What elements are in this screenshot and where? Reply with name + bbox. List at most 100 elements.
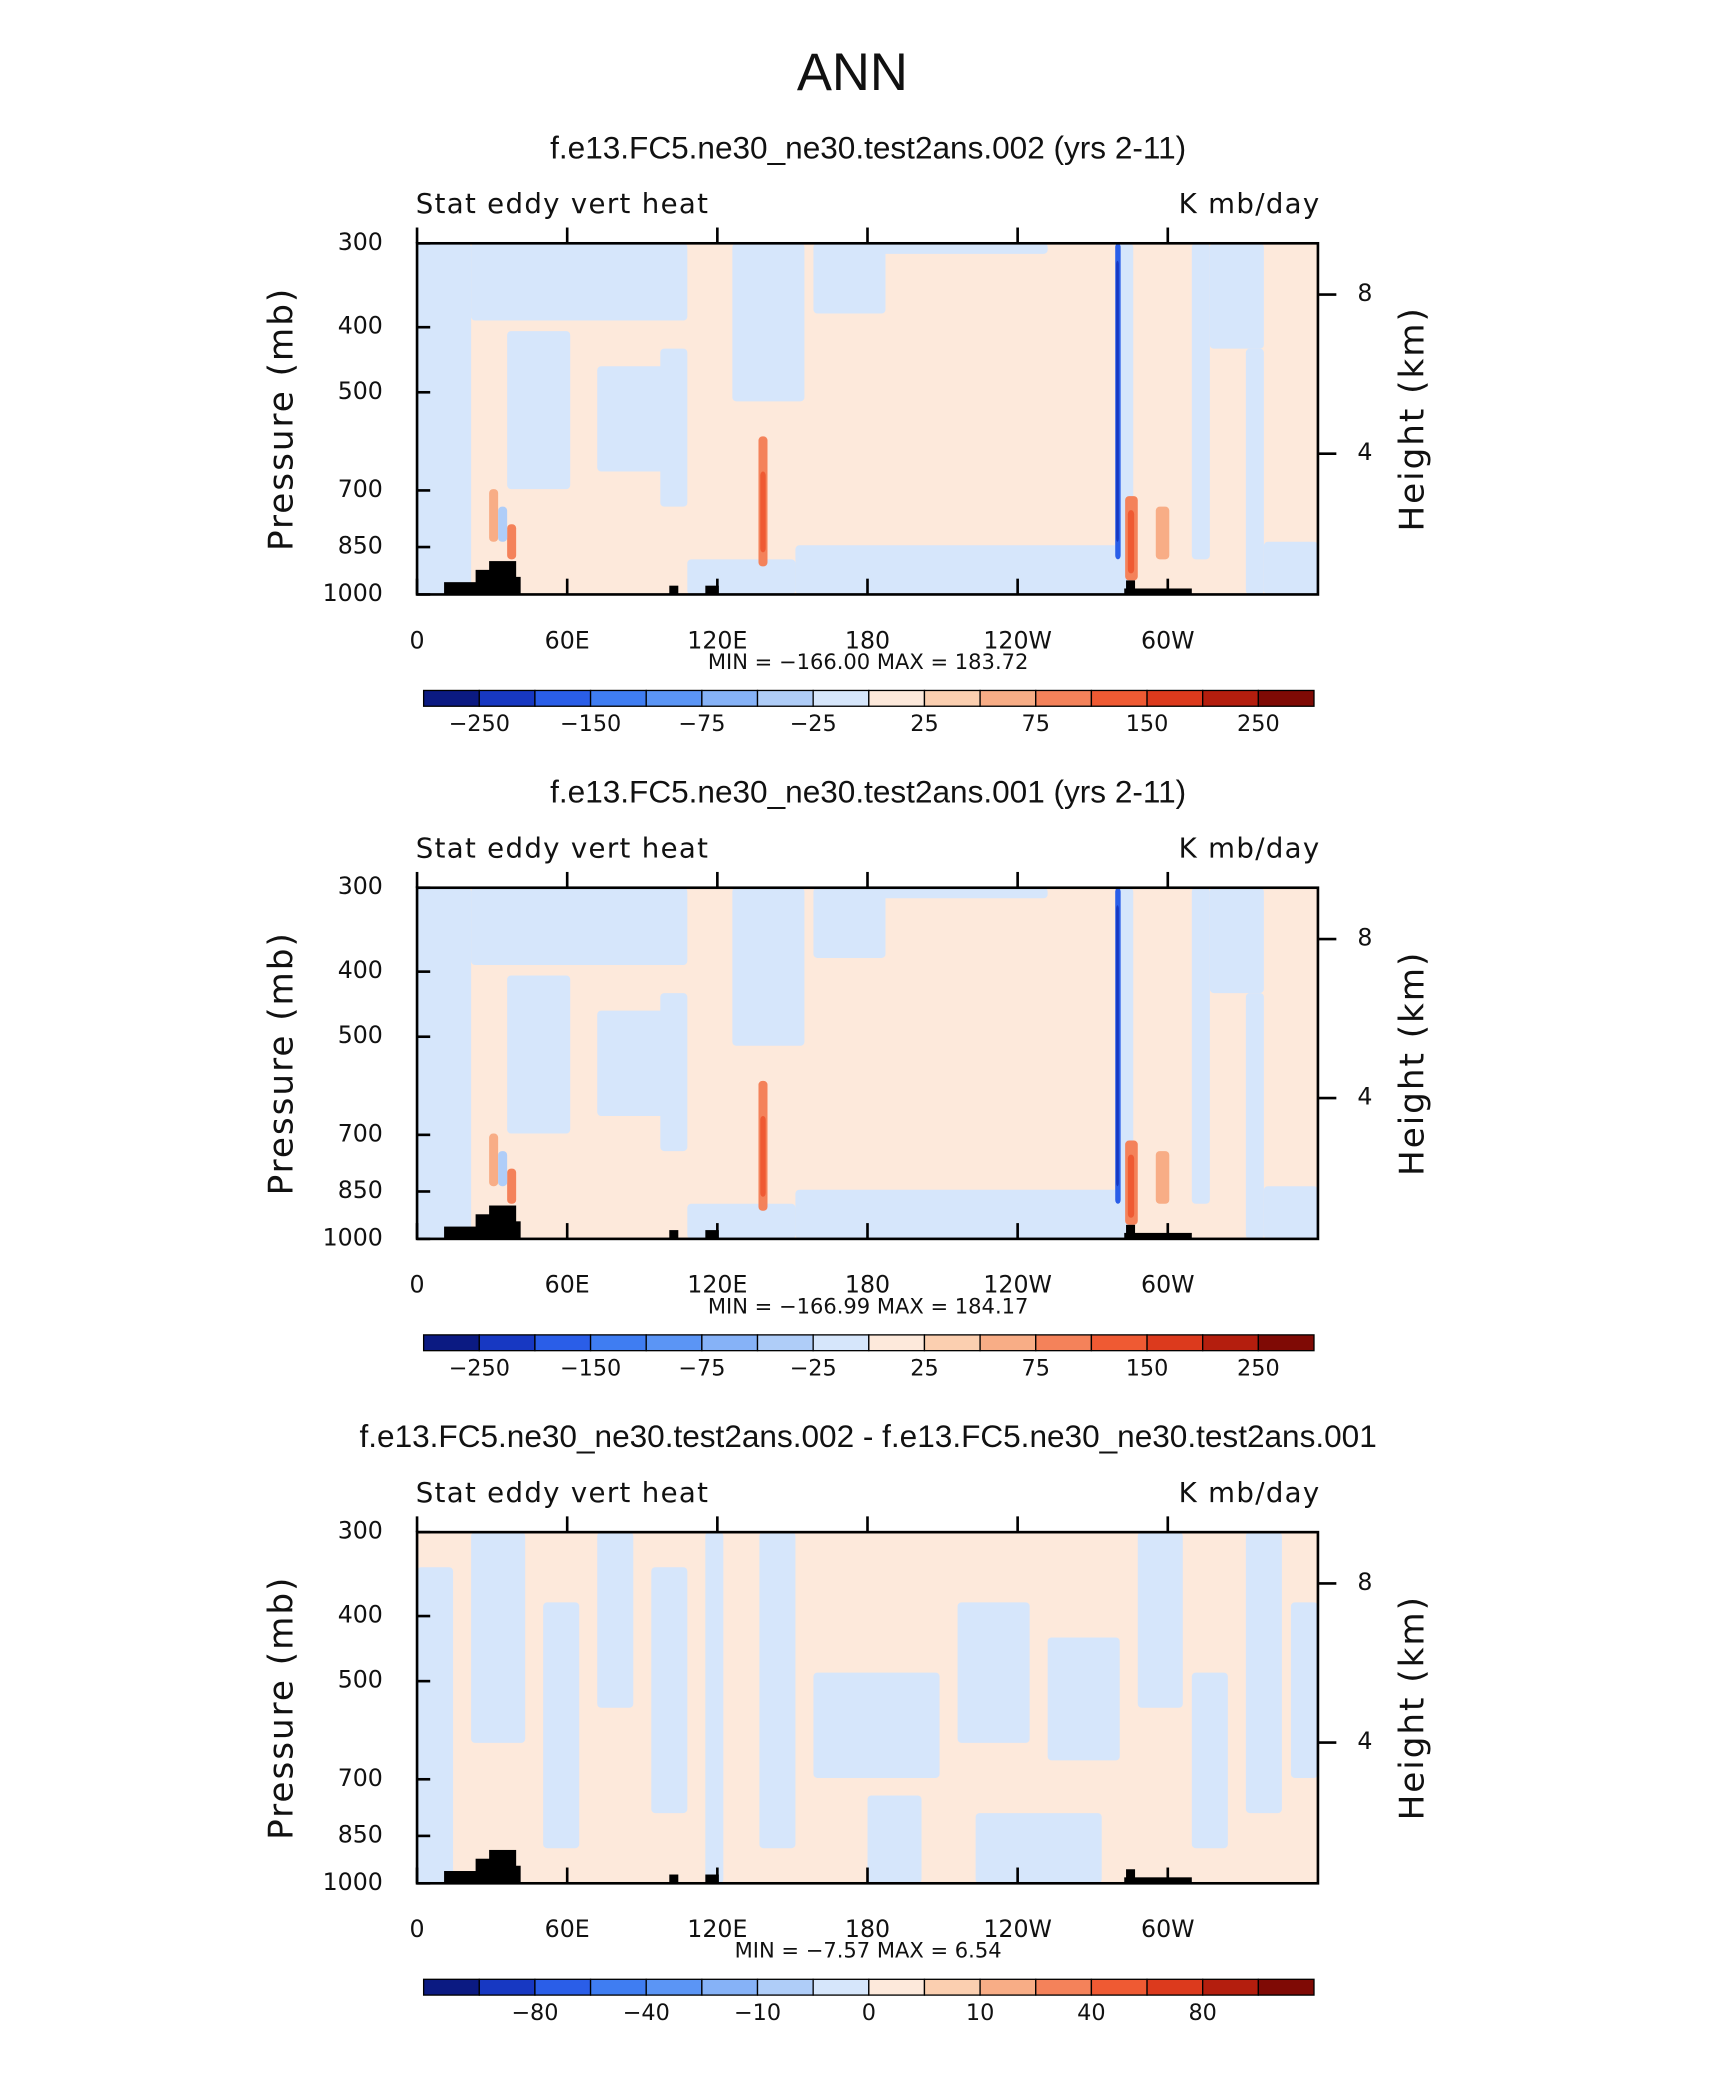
field-region: [597, 1532, 634, 1708]
left-label: Stat eddy vert heat: [416, 832, 710, 865]
y-tick-label: 850: [338, 532, 383, 560]
field-region: [1116, 260, 1119, 542]
colorbar-tick-label: −75: [678, 1356, 725, 1382]
colorbar-box: [1090, 1334, 1148, 1352]
colorbar-box: [979, 689, 1037, 707]
y-tick-label: 1000: [323, 1868, 383, 1896]
colorbar-box: [923, 689, 981, 707]
colorbar-box: [645, 1978, 703, 1996]
colorbar-tick-label: −25: [790, 711, 837, 737]
y-tick-label: 700: [338, 1119, 383, 1147]
colorbar-tick-label: 150: [1126, 711, 1169, 737]
topography: [444, 1871, 481, 1884]
left-label: Stat eddy vert heat: [416, 187, 710, 220]
topography: [1126, 580, 1136, 595]
colorbar-box: [1257, 1334, 1315, 1352]
colorbar-box: [756, 689, 814, 707]
colorbar-tick-label: −40: [623, 2000, 670, 2026]
panel: f.e13.FC5.ne30_ne30.test2ans.002 - f.e13…: [261, 1418, 1432, 2026]
colorbar-tick-label: −250: [449, 1356, 510, 1382]
colorbar-box: [589, 1978, 647, 1996]
x-tick-label: 120E: [687, 1271, 747, 1299]
colorbar-box: [1035, 1978, 1093, 1996]
y2-tick-label: 8: [1357, 279, 1372, 307]
colorbar-tick-label: −150: [560, 1356, 621, 1382]
colorbar-box: [1090, 1978, 1148, 1996]
colorbar-box: [534, 689, 592, 707]
colorbar-box: [979, 1978, 1037, 1996]
field-region: [471, 1532, 526, 1743]
y-tick-label: 400: [338, 312, 383, 340]
colorbar-box: [923, 1334, 981, 1352]
field-region: [489, 489, 499, 542]
field-region: [660, 993, 688, 1152]
y-tick-label: 500: [338, 1666, 383, 1694]
colorbar-tick-label: −250: [449, 711, 510, 737]
colorbar-box: [1035, 1334, 1093, 1352]
topography: [1126, 1869, 1136, 1884]
field-region: [759, 1532, 796, 1849]
field-region: [813, 1672, 940, 1778]
y2-axis-label: Height (km): [1392, 1595, 1432, 1820]
field-region: [417, 243, 472, 595]
field-region: [498, 1151, 508, 1187]
x-tick-label: 0: [410, 626, 425, 654]
y-tick-label: 300: [338, 228, 383, 256]
panel: f.e13.FC5.ne30_ne30.test2ans.002 (yrs 2-…: [261, 129, 1432, 737]
colorbar-tick-label: 25: [910, 711, 938, 737]
field-region: [867, 1795, 922, 1884]
field-region: [705, 1532, 724, 1884]
field-region: [651, 1567, 688, 1814]
colorbar-box: [701, 689, 759, 707]
colorbar-box: [589, 689, 647, 707]
colorbar-box: [868, 1334, 926, 1352]
y2-tick-label: 8: [1357, 924, 1372, 952]
topography: [444, 1226, 481, 1239]
y-tick-label: 500: [338, 1021, 383, 1049]
right-label: K mb/day: [1179, 832, 1321, 865]
colorbar-box: [534, 1978, 592, 1996]
y2-tick-label: 4: [1357, 438, 1372, 466]
x-tick-label: 60E: [545, 1271, 590, 1299]
field-region: [1191, 243, 1210, 560]
field-region: [1245, 348, 1264, 595]
colorbar-tick-label: 250: [1237, 711, 1280, 737]
topography: [669, 585, 679, 595]
stats: MIN = −166.00 MAX = 183.72: [708, 649, 1029, 674]
field-region: [975, 1813, 1102, 1884]
colorbar-box: [701, 1334, 759, 1352]
x-tick-label: 120E: [687, 1915, 747, 1943]
colorbar-box: [422, 1334, 480, 1352]
topography: [705, 1230, 719, 1239]
colorbar-box: [868, 689, 926, 707]
y-tick-label: 400: [338, 1601, 383, 1629]
colorbar-box: [812, 1334, 870, 1352]
topography: [511, 1221, 521, 1239]
field-region: [1047, 1637, 1120, 1761]
colorbar-box: [478, 689, 536, 707]
y-tick-label: 400: [338, 956, 383, 984]
y-axis-label: Pressure (mb): [261, 1576, 301, 1840]
colorbar-tick-label: −75: [678, 711, 725, 737]
topography: [669, 1230, 679, 1239]
field-region: [1127, 1154, 1135, 1218]
colorbar-tick-label: −25: [790, 1356, 837, 1382]
x-tick-label: 0: [410, 1271, 425, 1299]
colorbar-box: [534, 1334, 592, 1352]
field-region: [732, 243, 805, 402]
colorbar-tick-label: 40: [1077, 2000, 1105, 2026]
colorbar-tick-label: −150: [560, 711, 621, 737]
field-region: [1245, 1532, 1282, 1814]
colorbar-tick-label: 10: [966, 2000, 994, 2026]
field-region: [417, 887, 472, 1239]
y2-tick-label: 4: [1357, 1727, 1372, 1755]
x-tick-label: 0: [410, 1915, 425, 1943]
topography: [1124, 1232, 1192, 1239]
topography: [444, 582, 481, 595]
colorbar-box: [1202, 689, 1259, 707]
y-tick-label: 300: [338, 1517, 383, 1545]
field-region: [795, 1189, 1120, 1239]
field-region: [489, 1133, 499, 1187]
field-region: [1245, 993, 1264, 1239]
